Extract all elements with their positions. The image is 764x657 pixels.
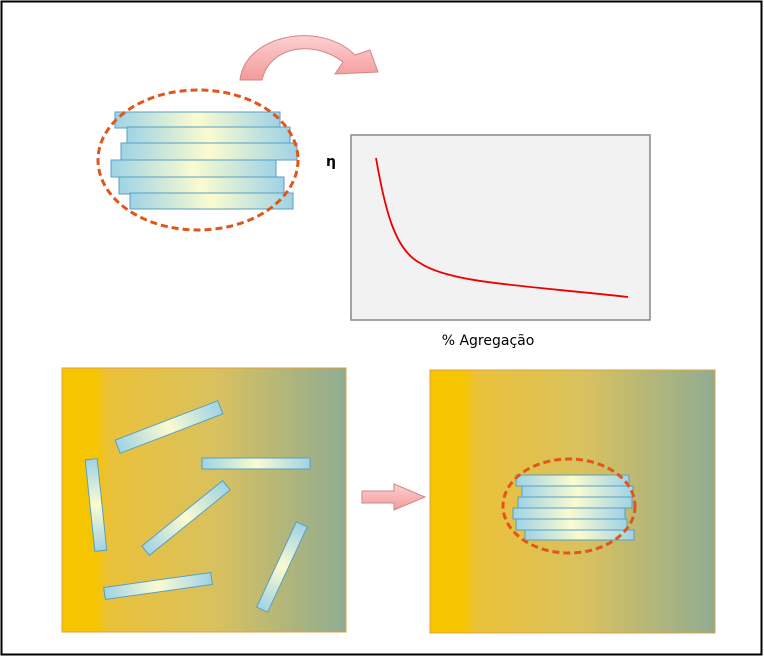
x-axis-label: % Agregação <box>442 333 535 349</box>
graph-box <box>351 135 650 320</box>
page: {"graph": {"y_label": "η", "x_label": "%… <box>0 0 764 657</box>
diagram: η % Agregação <box>0 0 764 657</box>
aggregated-plates <box>513 475 634 540</box>
plate-stack <box>111 112 297 209</box>
y-axis-label: η <box>326 154 336 170</box>
